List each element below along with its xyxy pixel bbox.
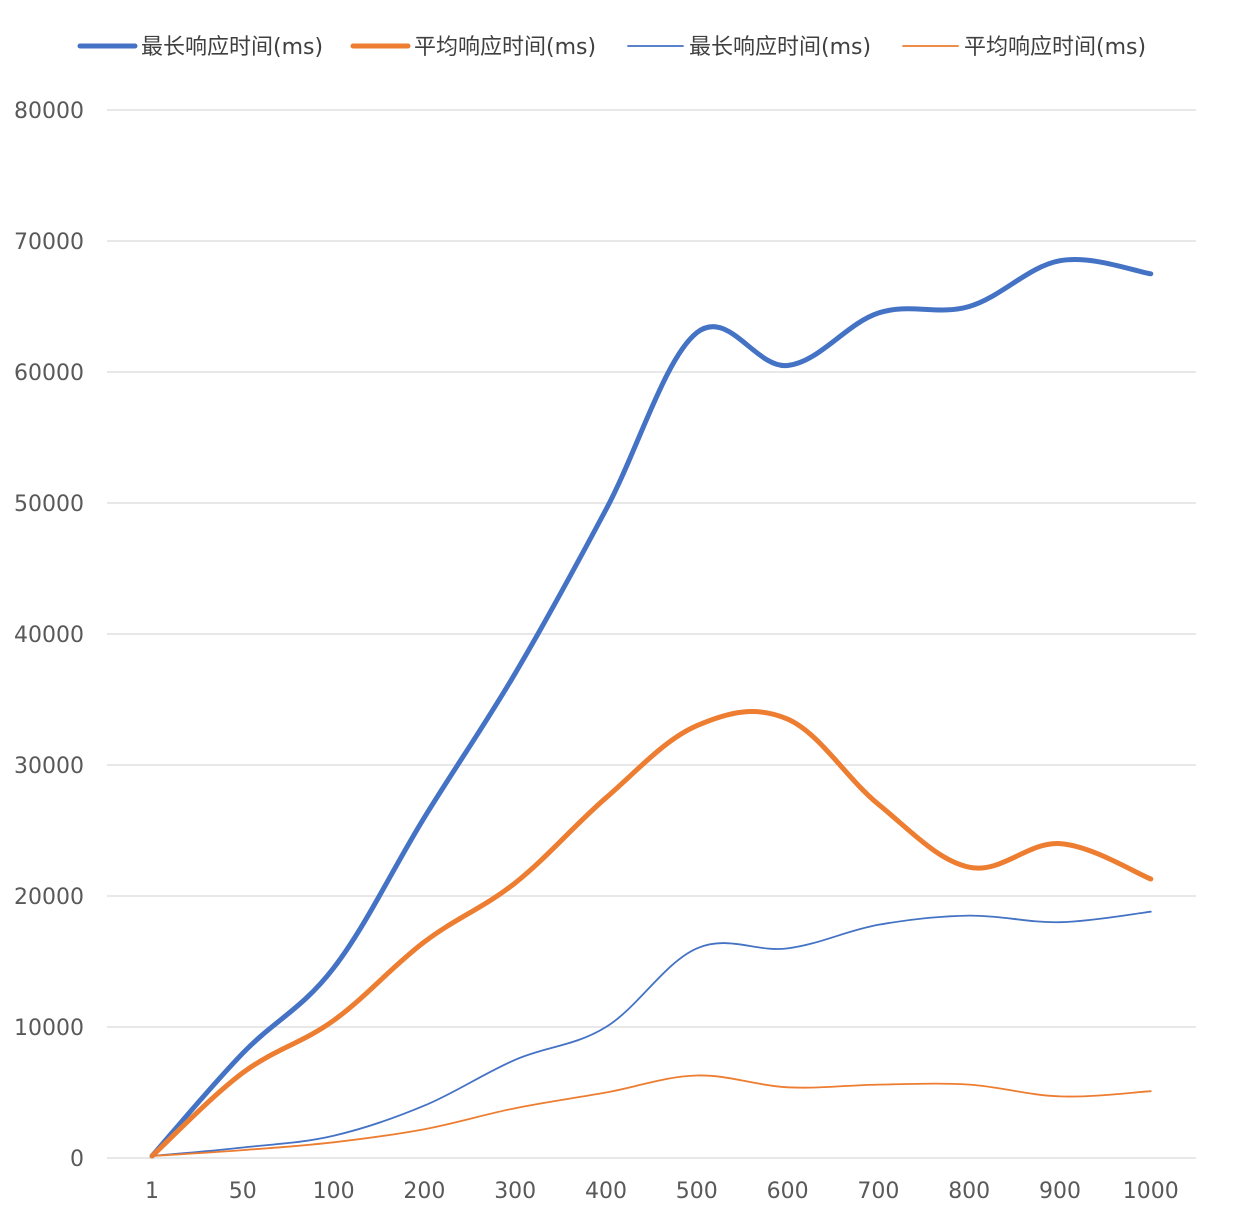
legend-label: 最长响应时间(ms) <box>689 35 871 60</box>
x-tick-label: 400 <box>585 1179 627 1204</box>
x-tick-label: 100 <box>313 1179 355 1204</box>
series-line-4 <box>152 1075 1151 1156</box>
gridlines <box>107 110 1196 1158</box>
x-tick-label: 200 <box>403 1179 445 1204</box>
y-tick-label: 20000 <box>14 885 84 910</box>
x-axis-ticks: 1 50 100 200 300 400 500 600 700 800 900 1000 <box>145 1179 1179 1204</box>
series-line-1 <box>152 259 1151 1156</box>
legend-label: 平均响应时间(ms) <box>964 35 1146 60</box>
y-tick-label: 70000 <box>14 230 84 255</box>
x-tick-label: 1 <box>145 1179 159 1204</box>
legend: 最长响应时间(ms) 平均响应时间(ms) 最长响应时间(ms) 平均响应时间(ms) <box>80 35 1146 60</box>
x-tick-label: 700 <box>857 1179 899 1204</box>
x-tick-label: 1000 <box>1123 1179 1179 1204</box>
y-tick-label: 60000 <box>14 361 84 386</box>
y-tick-label: 80000 <box>14 99 84 124</box>
y-tick-label: 10000 <box>14 1016 84 1041</box>
legend-label: 最长响应时间(ms) <box>141 35 323 60</box>
x-tick-label: 500 <box>676 1179 718 1204</box>
y-tick-label: 0 <box>70 1147 84 1172</box>
x-tick-label: 600 <box>767 1179 809 1204</box>
series-lines <box>152 259 1151 1156</box>
x-tick-label: 50 <box>229 1179 257 1204</box>
x-tick-label: 800 <box>948 1179 990 1204</box>
y-axis-ticks: 0 10000 20000 30000 40000 50000 60000 70000 8000… <box>14 99 84 1172</box>
y-tick-label: 40000 <box>14 623 84 648</box>
x-tick-label: 300 <box>494 1179 536 1204</box>
y-tick-label: 50000 <box>14 492 84 517</box>
x-tick-label: 900 <box>1039 1179 1081 1204</box>
series-line-3 <box>152 912 1151 1156</box>
y-tick-label: 30000 <box>14 754 84 779</box>
legend-label: 平均响应时间(ms) <box>414 35 596 60</box>
